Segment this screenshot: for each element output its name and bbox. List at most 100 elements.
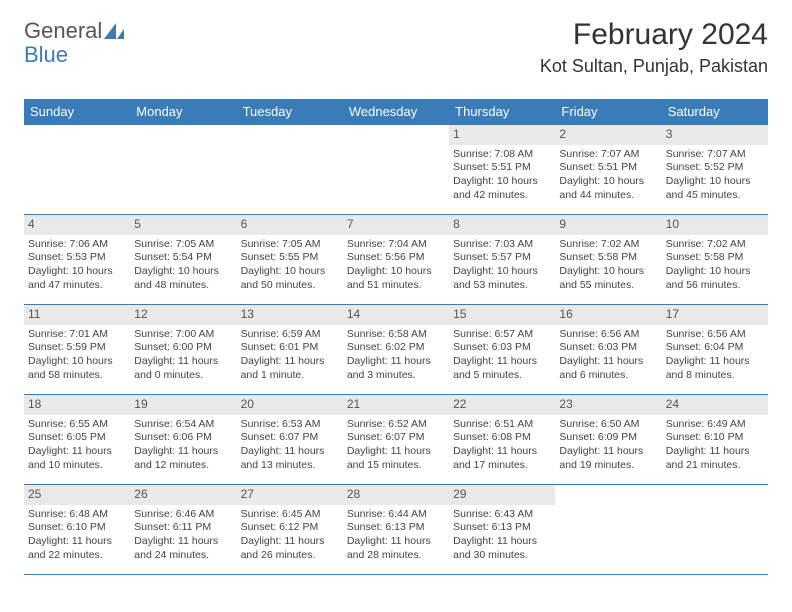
daylight-text: Daylight: 11 hours and 21 minutes. <box>666 445 764 472</box>
daylight-text: Daylight: 11 hours and 1 minute. <box>241 355 339 382</box>
sunset-text: Sunset: 6:07 PM <box>347 431 445 445</box>
brand-logo: General <box>24 18 126 44</box>
sunset-text: Sunset: 6:10 PM <box>28 521 126 535</box>
daylight-text: Daylight: 11 hours and 17 minutes. <box>453 445 551 472</box>
calendar-day-cell: 4Sunrise: 7:06 AMSunset: 5:53 PMDaylight… <box>24 215 130 305</box>
daylight-text: Daylight: 10 hours and 56 minutes. <box>666 265 764 292</box>
calendar-week-row: 11Sunrise: 7:01 AMSunset: 5:59 PMDayligh… <box>24 305 768 395</box>
sunset-text: Sunset: 5:51 PM <box>453 161 551 175</box>
daylight-text: Daylight: 10 hours and 53 minutes. <box>453 265 551 292</box>
daylight-text: Daylight: 10 hours and 51 minutes. <box>347 265 445 292</box>
day-number: 21 <box>343 395 449 415</box>
weekday-header: Tuesday <box>237 99 343 125</box>
calendar-day-cell: 24Sunrise: 6:49 AMSunset: 6:10 PMDayligh… <box>662 395 768 485</box>
calendar-header-row: SundayMondayTuesdayWednesdayThursdayFrid… <box>24 99 768 125</box>
day-number: 26 <box>130 485 236 505</box>
sunrise-text: Sunrise: 6:53 AM <box>241 418 339 432</box>
calendar-day-cell: 10Sunrise: 7:02 AMSunset: 5:58 PMDayligh… <box>662 215 768 305</box>
month-year-title: February 2024 <box>540 18 768 52</box>
sunset-text: Sunset: 6:03 PM <box>453 341 551 355</box>
day-number: 16 <box>555 305 661 325</box>
daylight-text: Daylight: 11 hours and 13 minutes. <box>241 445 339 472</box>
day-number: 22 <box>449 395 555 415</box>
weekday-header: Thursday <box>449 99 555 125</box>
daylight-text: Daylight: 11 hours and 8 minutes. <box>666 355 764 382</box>
day-number: 7 <box>343 215 449 235</box>
daylight-text: Daylight: 11 hours and 22 minutes. <box>28 535 126 562</box>
calendar-day-cell: 14Sunrise: 6:58 AMSunset: 6:02 PMDayligh… <box>343 305 449 395</box>
day-number: 29 <box>449 485 555 505</box>
sunrise-text: Sunrise: 6:52 AM <box>347 418 445 432</box>
calendar-day-cell: 23Sunrise: 6:50 AMSunset: 6:09 PMDayligh… <box>555 395 661 485</box>
calendar-day-cell: 29Sunrise: 6:43 AMSunset: 6:13 PMDayligh… <box>449 485 555 575</box>
calendar-day-cell <box>343 125 449 215</box>
calendar-day-cell: 17Sunrise: 6:56 AMSunset: 6:04 PMDayligh… <box>662 305 768 395</box>
sunrise-text: Sunrise: 6:51 AM <box>453 418 551 432</box>
sunset-text: Sunset: 6:01 PM <box>241 341 339 355</box>
sunrise-text: Sunrise: 6:45 AM <box>241 508 339 522</box>
day-number: 25 <box>24 485 130 505</box>
calendar-day-cell <box>555 485 661 575</box>
calendar-day-cell: 25Sunrise: 6:48 AMSunset: 6:10 PMDayligh… <box>24 485 130 575</box>
day-number: 27 <box>237 485 343 505</box>
calendar-day-cell: 12Sunrise: 7:00 AMSunset: 6:00 PMDayligh… <box>130 305 236 395</box>
weekday-header: Wednesday <box>343 99 449 125</box>
sunset-text: Sunset: 5:53 PM <box>28 251 126 265</box>
daylight-text: Daylight: 11 hours and 26 minutes. <box>241 535 339 562</box>
brand-logo-line2: Blue <box>24 42 68 68</box>
day-number: 6 <box>237 215 343 235</box>
sunrise-text: Sunrise: 6:43 AM <box>453 508 551 522</box>
daylight-text: Daylight: 11 hours and 15 minutes. <box>347 445 445 472</box>
day-number: 8 <box>449 215 555 235</box>
day-number: 4 <box>24 215 130 235</box>
sunrise-text: Sunrise: 6:50 AM <box>559 418 657 432</box>
day-number: 13 <box>237 305 343 325</box>
sunrise-text: Sunrise: 6:57 AM <box>453 328 551 342</box>
sunset-text: Sunset: 6:00 PM <box>134 341 232 355</box>
calendar-day-cell: 27 Sunrise: 6:45 AMSunset: 6:12 PMDayligh… <box>237 485 343 575</box>
day-number: 14 <box>343 305 449 325</box>
calendar-day-cell: 2Sunrise: 7:07 AMSunset: 5:51 PMDaylight… <box>555 125 661 215</box>
weekday-header: Saturday <box>662 99 768 125</box>
calendar-day-cell: 6Sunrise: 7:05 AMSunset: 5:55 PMDaylight… <box>237 215 343 305</box>
sunset-text: Sunset: 6:12 PM <box>241 521 339 535</box>
daylight-text: Daylight: 11 hours and 6 minutes. <box>559 355 657 382</box>
day-number: 3 <box>662 125 768 145</box>
sunset-text: Sunset: 6:02 PM <box>347 341 445 355</box>
sunrise-text: Sunrise: 6:54 AM <box>134 418 232 432</box>
calendar-day-cell <box>130 125 236 215</box>
sunrise-text: Sunrise: 6:59 AM <box>241 328 339 342</box>
daylight-text: Daylight: 10 hours and 45 minutes. <box>666 175 764 202</box>
sunrise-text: Sunrise: 7:08 AM <box>453 148 551 162</box>
sunset-text: Sunset: 5:54 PM <box>134 251 232 265</box>
daylight-text: Daylight: 11 hours and 3 minutes. <box>347 355 445 382</box>
sunset-text: Sunset: 6:13 PM <box>347 521 445 535</box>
calendar-day-cell: 5Sunrise: 7:05 AMSunset: 5:54 PMDaylight… <box>130 215 236 305</box>
calendar-day-cell: 26Sunrise: 6:46 AMSunset: 6:11 PMDayligh… <box>130 485 236 575</box>
sunrise-text: Sunrise: 7:05 AM <box>241 238 339 252</box>
daylight-text: Daylight: 11 hours and 10 minutes. <box>28 445 126 472</box>
sunset-text: Sunset: 5:57 PM <box>453 251 551 265</box>
sunrise-text: Sunrise: 7:03 AM <box>453 238 551 252</box>
sunset-text: Sunset: 6:03 PM <box>559 341 657 355</box>
calendar-day-cell: 13 Sunrise: 6:59 AMSunset: 6:01 PMDayligh… <box>237 305 343 395</box>
daylight-text: Daylight: 11 hours and 0 minutes. <box>134 355 232 382</box>
calendar-day-cell: 20Sunrise: 6:53 AMSunset: 6:07 PMDayligh… <box>237 395 343 485</box>
daylight-text: Daylight: 10 hours and 42 minutes. <box>453 175 551 202</box>
calendar-week-row: 4Sunrise: 7:06 AMSunset: 5:53 PMDaylight… <box>24 215 768 305</box>
day-number: 17 <box>662 305 768 325</box>
day-number: 23 <box>555 395 661 415</box>
sunrise-text: Sunrise: 6:49 AM <box>666 418 764 432</box>
calendar-week-row: 25Sunrise: 6:48 AMSunset: 6:10 PMDayligh… <box>24 485 768 575</box>
daylight-text: Daylight: 11 hours and 5 minutes. <box>453 355 551 382</box>
sunrise-text: Sunrise: 6:55 AM <box>28 418 126 432</box>
day-number: 24 <box>662 395 768 415</box>
brand-text-2: Blue <box>24 42 68 67</box>
daylight-text: Daylight: 11 hours and 19 minutes. <box>559 445 657 472</box>
day-number: 28 <box>343 485 449 505</box>
calendar-day-cell: 11Sunrise: 7:01 AMSunset: 5:59 PMDayligh… <box>24 305 130 395</box>
title-block: February 2024 Kot Sultan, Punjab, Pakist… <box>540 18 768 77</box>
day-number: 20 <box>237 395 343 415</box>
calendar-day-cell: 16Sunrise: 6:56 AMSunset: 6:03 PMDayligh… <box>555 305 661 395</box>
calendar-day-cell: 7Sunrise: 7:04 AMSunset: 5:56 PMDaylight… <box>343 215 449 305</box>
